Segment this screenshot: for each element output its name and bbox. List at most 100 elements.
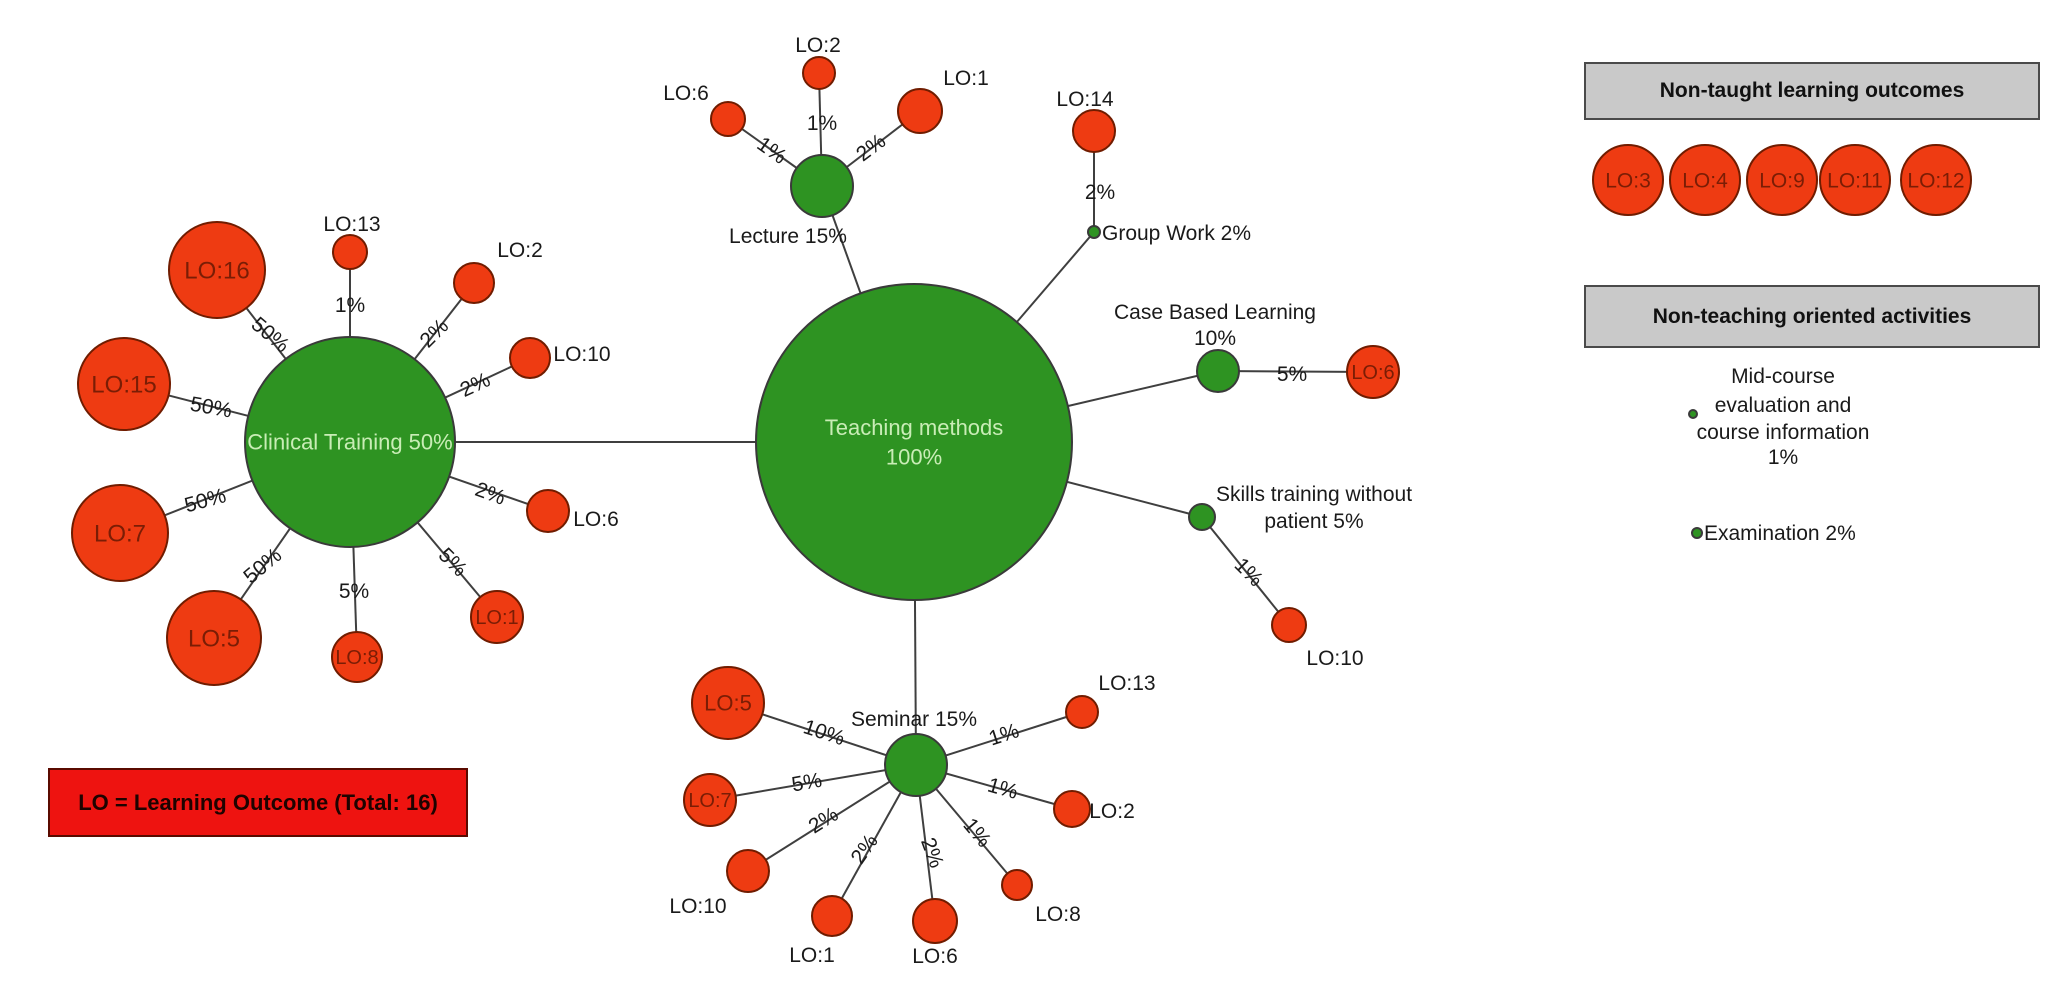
edge-label-seminar-s-lo13: 1%	[986, 719, 1022, 750]
edge-label-clinical-c-lo16: 50%	[247, 313, 294, 358]
edge-label-seminar-s-lo2: 1%	[985, 774, 1021, 804]
node-cbl-lo6-label: LO:6	[1351, 362, 1394, 384]
edge-label-clinical-c-lo7: 50%	[182, 484, 229, 517]
node-skills	[1188, 503, 1216, 531]
node-s-lo7	[683, 773, 737, 827]
node-lecture	[790, 154, 854, 218]
label-s-lo2: LO:2	[1089, 800, 1135, 823]
node-s-lo13	[1065, 695, 1099, 729]
label-s-lo10: LO:10	[669, 895, 726, 918]
node-c-lo16	[168, 221, 266, 319]
edge-label-cbl-cbl-lo6: 5%	[1277, 363, 1307, 386]
panel-non-taught-title: Non-taught learning outcomes	[1659, 79, 1965, 102]
node-exam-dot	[1691, 527, 1703, 539]
node-s-lo2	[1053, 790, 1091, 828]
edge-label-clinical-c-lo10: 2%	[457, 368, 494, 402]
seminar-label: Seminar 15%	[851, 708, 977, 731]
node-c-lo7	[71, 484, 169, 582]
node-p-lo9-label: LO:9	[1759, 169, 1805, 192]
node-c-lo8-label: LO:8	[335, 647, 378, 669]
node-c-lo7-label: LO:7	[94, 520, 146, 547]
edge-label-lecture-l-lo1: 2%	[852, 129, 890, 166]
node-c-lo16-label: LO:16	[184, 257, 249, 284]
node-s-lo1	[811, 895, 853, 937]
label-c-lo6: LO:6	[573, 508, 619, 531]
panel-non-taught-learning-outcomes: Non-taught learning outcomes	[1584, 62, 2040, 120]
node-groupwork	[1087, 225, 1101, 239]
label-g-lo14: LO:14	[1056, 88, 1114, 111]
edge-label-clinical-c-lo2: 2%	[416, 315, 454, 353]
edge-label-clinical-c-lo15: 50%	[188, 393, 233, 423]
node-c-lo1	[470, 590, 524, 644]
node-c-lo15-label: LO:15	[91, 371, 156, 398]
node-s-lo5	[691, 666, 765, 740]
node-c-lo13	[332, 234, 368, 270]
node-l-lo6	[710, 101, 746, 137]
node-p-lo11	[1819, 144, 1891, 216]
node-p-lo3	[1592, 144, 1664, 216]
node-midcourse-dot	[1688, 409, 1698, 419]
skills-label-1: Skills training without	[1216, 483, 1412, 506]
node-teaching-label: Teaching methods	[825, 415, 1004, 440]
edge-seminar-s-lo10	[747, 764, 917, 872]
label-c-lo10: LO:10	[553, 343, 610, 366]
node-clinical-label: Clinical Training 50%	[247, 430, 452, 455]
node-p-lo4-label: LO:4	[1682, 169, 1728, 192]
cbl-pct-label: 10%	[1194, 327, 1236, 350]
edge-label-seminar-s-lo8: 1%	[958, 814, 995, 852]
label-s-lo13: LO:13	[1098, 672, 1155, 695]
panel-non-teaching-title: Non-teaching oriented activities	[1652, 304, 1972, 328]
node-p-lo9	[1746, 144, 1818, 216]
node-s-lo5-label: LO:5	[704, 691, 752, 716]
node-c-lo15	[77, 337, 171, 431]
node-cbl	[1196, 349, 1240, 393]
node-p-lo12	[1900, 144, 1972, 216]
node-teaching-label: 100%	[886, 445, 942, 470]
edge-label-clinical-c-lo6: 2%	[472, 478, 508, 510]
midcourse-label-4: 1%	[1768, 446, 1798, 469]
label-sk-lo10: LO:10	[1306, 647, 1363, 670]
node-c-lo8	[331, 631, 383, 683]
edge-label-lecture-l-lo2: 1%	[807, 112, 837, 135]
node-c-lo5	[166, 590, 262, 686]
node-seminar	[884, 733, 948, 797]
node-cbl-lo6	[1346, 345, 1400, 399]
edge-label-seminar-s-lo7: 5%	[790, 769, 824, 797]
legend-box: LO = Learning Outcome (Total: 16)	[48, 768, 468, 837]
node-p-lo12-label: LO:12	[1907, 169, 1964, 192]
panel-non-teaching-oriented-activities: Non-teaching oriented activities	[1584, 285, 2040, 348]
node-sk-lo10	[1271, 607, 1307, 643]
node-p-lo11-label: LO:11	[1827, 169, 1883, 192]
label-c-lo13: LO:13	[323, 213, 380, 236]
node-s-lo8	[1001, 869, 1033, 901]
exam-label: Examination 2%	[1704, 522, 1856, 545]
node-l-lo2	[802, 56, 836, 90]
node-c-lo10	[509, 337, 551, 379]
label-c-lo2: LO:2	[497, 239, 543, 262]
edge-label-lecture-l-lo6: 1%	[753, 133, 791, 169]
label-s-lo8: LO:8	[1035, 903, 1081, 926]
edge-label-groupwork-g-lo14: 2%	[1085, 181, 1115, 204]
label-l-lo6: LO:6	[663, 82, 709, 105]
node-p-lo3-label: LO:3	[1605, 169, 1651, 192]
legend-text: LO = Learning Outcome (Total: 16)	[78, 789, 438, 815]
node-l-lo1	[897, 88, 943, 134]
node-c-lo1-label: LO:1	[475, 607, 518, 629]
node-s-lo10	[726, 849, 770, 893]
label-l-lo1: LO:1	[943, 67, 989, 90]
node-clinical	[244, 336, 456, 548]
label-s-lo6: LO:6	[912, 945, 958, 968]
edge-label-seminar-s-lo5: 10%	[800, 715, 847, 750]
label-s-lo1: LO:1	[789, 944, 835, 967]
node-s-lo7-label: LO:7	[688, 790, 731, 812]
node-c-lo2	[453, 262, 495, 304]
edge-label-clinical-c-lo5: 50%	[239, 544, 286, 589]
edge-label-seminar-s-lo6: 2%	[916, 835, 948, 871]
edge-seminar-s-lo7	[709, 764, 917, 801]
edge-label-seminar-s-lo10: 2%	[805, 803, 843, 839]
node-teaching	[755, 283, 1073, 601]
node-s-lo6	[912, 898, 958, 944]
node-p-lo4	[1669, 144, 1741, 216]
